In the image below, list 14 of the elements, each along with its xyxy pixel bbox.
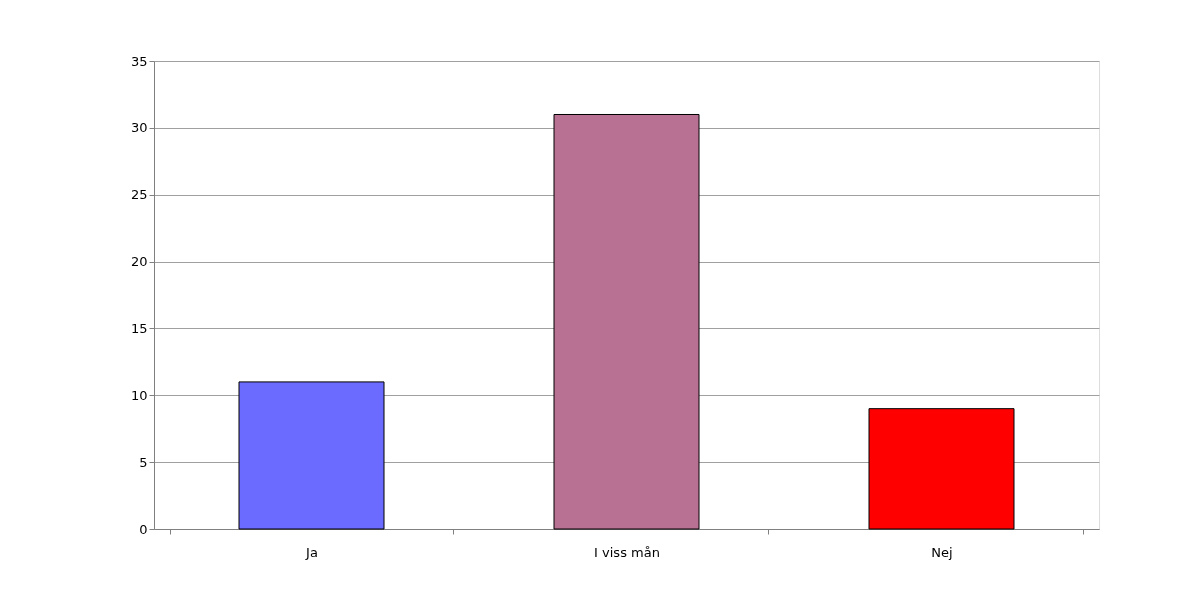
bar xyxy=(868,408,1015,530)
x-tick-label: I viss mån xyxy=(594,544,660,560)
y-tick-label: 5 xyxy=(139,454,148,470)
bar xyxy=(553,113,700,530)
x-tick-label: Nej xyxy=(931,544,953,560)
bar xyxy=(238,381,385,530)
y-tick-label: 10 xyxy=(130,387,148,403)
x-tick-label: Ja xyxy=(305,544,318,560)
y-tick-label: 0 xyxy=(139,521,148,537)
y-tick-label: 30 xyxy=(130,120,148,136)
y-tick-label: 15 xyxy=(130,320,148,336)
y-tick-label: 20 xyxy=(130,254,148,270)
y-tick-label: 25 xyxy=(130,187,148,203)
y-tick-label: 35 xyxy=(130,53,148,69)
